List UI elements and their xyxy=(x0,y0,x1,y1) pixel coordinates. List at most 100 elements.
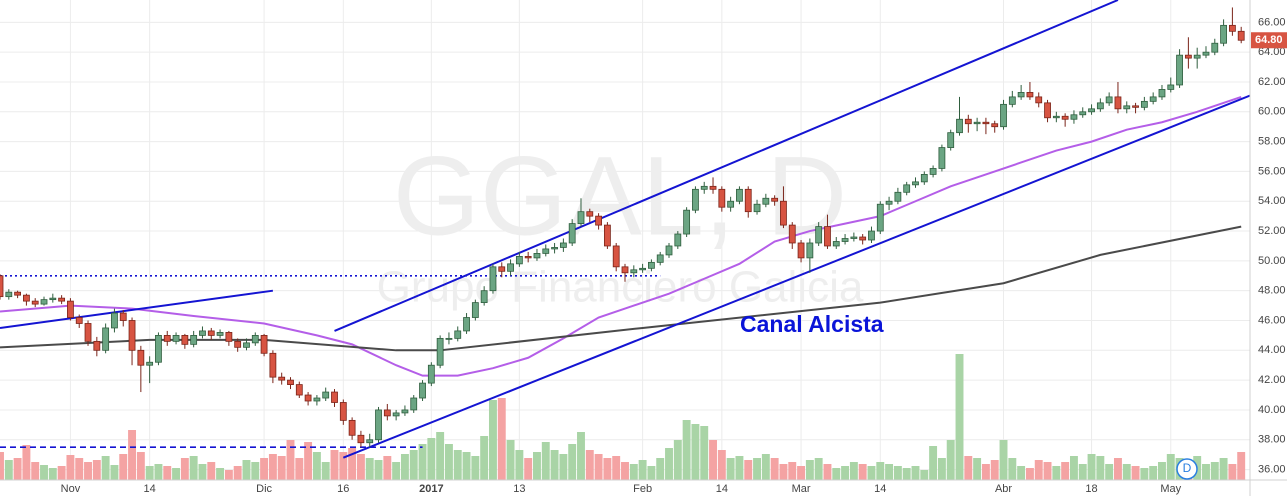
candle-body xyxy=(1149,96,1157,102)
candle-body xyxy=(515,255,523,265)
volume-bar xyxy=(1052,466,1061,480)
candle-body xyxy=(665,245,673,256)
candle-body xyxy=(375,409,382,441)
x-tick-label: 14 xyxy=(144,483,156,495)
volume-bar xyxy=(973,458,982,480)
volume-bar xyxy=(268,454,277,480)
candles xyxy=(0,7,1245,448)
volume-bar xyxy=(13,458,22,480)
volume-bar xyxy=(110,465,119,480)
candle-body xyxy=(806,242,814,259)
candle-body xyxy=(1035,96,1043,104)
x-tick-label: Nov xyxy=(61,483,81,495)
y-tick-label: 62.00 xyxy=(1258,76,1286,88)
candle-body xyxy=(612,245,620,268)
volume-bar xyxy=(321,462,330,480)
candle-body xyxy=(1079,111,1087,116)
event-marker-label[interactable]: D xyxy=(1183,461,1192,475)
candle-body xyxy=(1211,42,1219,53)
candle-body xyxy=(709,185,717,190)
volume-bar xyxy=(682,420,691,480)
volume-bar xyxy=(735,456,744,480)
volume-bar xyxy=(779,464,788,480)
candle-body xyxy=(419,382,426,399)
volume-bar xyxy=(400,454,409,480)
candle-body xyxy=(331,391,338,403)
volume-bar xyxy=(128,430,137,480)
x-tick-label: Mar xyxy=(792,483,811,495)
volume-bar xyxy=(224,470,233,480)
x-tick-label: 14 xyxy=(716,483,728,495)
x-tick-label: 13 xyxy=(513,483,525,495)
volume-bar xyxy=(277,456,286,480)
candle-body xyxy=(471,302,479,318)
candle-body xyxy=(1237,30,1245,41)
candle-body xyxy=(128,320,136,351)
volume-bar xyxy=(418,444,427,480)
candle-body xyxy=(1105,96,1113,104)
candle-body xyxy=(1096,102,1104,110)
volume-bar xyxy=(1017,466,1026,480)
volume-bar xyxy=(374,460,383,480)
candle-body xyxy=(1070,114,1078,120)
candle-body xyxy=(498,266,506,272)
candle-body xyxy=(718,188,726,208)
candle-body xyxy=(1026,92,1034,98)
volume-bar xyxy=(823,464,832,480)
candle-body xyxy=(172,335,180,342)
volume-bar xyxy=(541,442,550,480)
candle-body xyxy=(533,253,541,259)
x-tick-label: 14 xyxy=(874,483,886,495)
candle-body xyxy=(1088,108,1095,113)
volume-bar xyxy=(180,458,189,480)
candle-body xyxy=(357,434,365,444)
volume-bar xyxy=(920,470,929,480)
volume-bar xyxy=(1149,466,1158,480)
volume-bar xyxy=(462,452,471,480)
candle-body xyxy=(841,238,849,242)
candle-body xyxy=(119,312,127,321)
candle-body xyxy=(295,384,303,396)
candle-body xyxy=(991,123,999,128)
candle-body xyxy=(1176,54,1183,86)
candle-body xyxy=(14,291,22,296)
volume-bar xyxy=(92,460,101,480)
volume-bar xyxy=(1043,462,1052,480)
candle-body xyxy=(181,335,189,345)
volume-bar xyxy=(797,466,806,480)
volume-bar xyxy=(999,440,1008,480)
volume-bar xyxy=(1113,458,1122,480)
candle-body xyxy=(146,361,154,366)
volume-bar xyxy=(1228,464,1237,480)
volume-bar xyxy=(585,450,594,480)
volume-bar xyxy=(295,458,304,480)
candle-body xyxy=(392,412,400,417)
candle-body xyxy=(489,266,497,292)
event-marker[interactable] xyxy=(1176,458,1198,480)
volume-bar xyxy=(1237,452,1246,480)
volume-bar xyxy=(955,354,964,480)
candle-body xyxy=(524,255,532,259)
volume-bar xyxy=(136,452,145,480)
volume-bar xyxy=(356,454,365,480)
y-tick-label: 44.00 xyxy=(1258,344,1286,356)
y-tick-label: 50.00 xyxy=(1258,255,1286,267)
candle-body xyxy=(366,439,374,444)
volume-bar xyxy=(1105,464,1114,480)
candle-body xyxy=(771,197,779,202)
volume-bar xyxy=(911,466,920,480)
volume-bar xyxy=(40,465,48,480)
volume-bar xyxy=(392,462,401,480)
y-tick-label: 64.00 xyxy=(1258,46,1286,58)
candle-body xyxy=(973,121,981,125)
candle-body xyxy=(744,188,752,213)
volume-bar xyxy=(48,468,57,480)
volume-bar xyxy=(286,440,295,480)
candle-body xyxy=(929,168,937,175)
volume-bar xyxy=(216,468,225,480)
volume-bar xyxy=(981,464,990,480)
y-tick-label: 66.00 xyxy=(1258,16,1286,28)
volume-bar xyxy=(524,458,533,480)
